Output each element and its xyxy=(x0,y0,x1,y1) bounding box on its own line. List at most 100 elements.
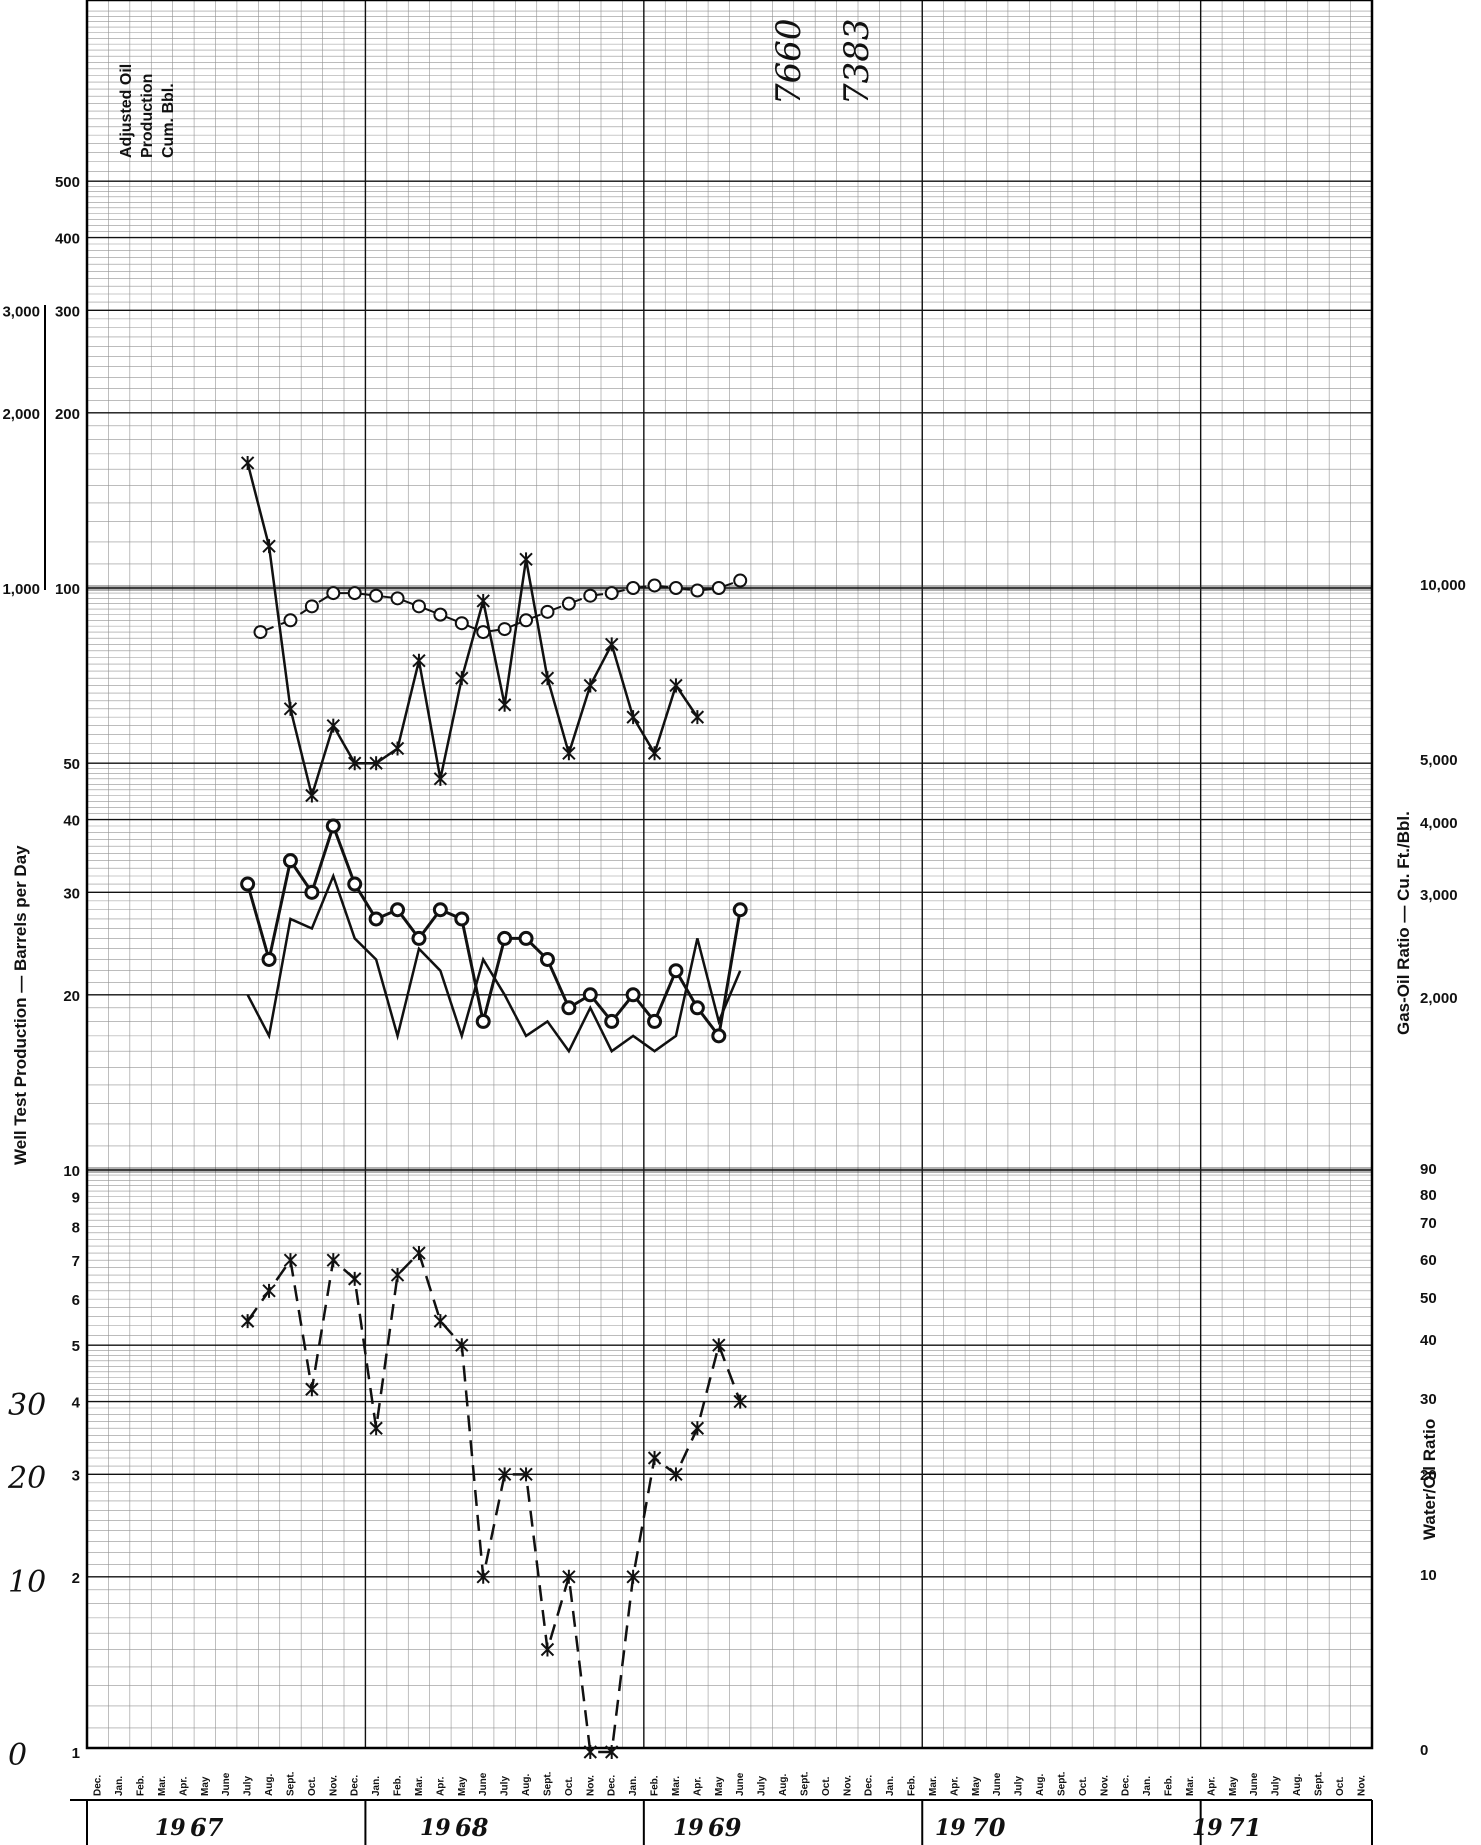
gas-tick-4: 2,000 xyxy=(1420,990,1458,1007)
series-0-point-7 xyxy=(411,599,426,614)
series-2-point-21 xyxy=(689,1000,705,1016)
series-0-point-0 xyxy=(253,625,268,640)
month-32: Aug. xyxy=(778,1774,789,1796)
series-4-point-23 xyxy=(733,1394,747,1409)
plot-border xyxy=(85,0,1374,1750)
month-51: Mar. xyxy=(1185,1776,1196,1796)
series-2-point-15 xyxy=(561,1000,577,1016)
series-2-point-2 xyxy=(282,853,298,869)
gas-tick-2: 4,000 xyxy=(1420,815,1458,832)
left-tick-6: 6 xyxy=(72,1292,80,1309)
year-prefix-2: 19 xyxy=(673,1815,704,1841)
grid-minor xyxy=(86,0,1373,1748)
series-2-point-17 xyxy=(604,1013,620,1029)
water-tick-90: 90 xyxy=(1420,1161,1437,1178)
series-2-point-0 xyxy=(240,876,256,892)
outer-tick-2: 1,000 xyxy=(2,581,40,598)
decade-band-1 xyxy=(87,1167,1372,1173)
month-21: Sept. xyxy=(542,1771,553,1796)
series-2-point-5 xyxy=(347,876,363,892)
series-0-point-19 xyxy=(668,581,683,595)
series-line-1 xyxy=(246,462,699,801)
series-4-point-22 xyxy=(712,1338,726,1353)
water-tick-30: 30 xyxy=(1420,1391,1437,1408)
series-1-point-3 xyxy=(305,788,319,803)
month-16: Apr. xyxy=(435,1776,446,1796)
series-4-point-15 xyxy=(562,1569,576,1584)
water-tick-80: 80 xyxy=(1420,1187,1437,1204)
series-0-point-22 xyxy=(733,573,748,588)
left-tick-30: 30 xyxy=(63,885,80,902)
water-tick-50: 50 xyxy=(1420,1290,1437,1307)
month-46: Oct. xyxy=(1078,1776,1089,1796)
month-10: Oct. xyxy=(307,1776,318,1796)
month-20: Aug. xyxy=(521,1774,532,1796)
month-35: Nov. xyxy=(842,1775,853,1796)
year-suffix-1: 68 xyxy=(455,1813,489,1842)
month-40: Apr. xyxy=(949,1776,960,1796)
left-tick-50: 50 xyxy=(63,756,80,773)
series-0-point-18 xyxy=(647,578,662,593)
month-47: Nov. xyxy=(1099,1775,1110,1796)
series-4-point-5 xyxy=(348,1271,362,1286)
water-tick-70: 70 xyxy=(1420,1215,1437,1232)
year-prefix-3: 19 xyxy=(935,1815,966,1841)
month-38: Feb. xyxy=(907,1775,918,1796)
handwritten-top-1: 7660 xyxy=(769,18,809,105)
series-0-point-20 xyxy=(690,583,705,598)
series-2-point-1 xyxy=(261,951,277,967)
series-4-point-2 xyxy=(283,1253,298,1268)
month-12: Dec. xyxy=(350,1775,361,1796)
adjusted-oil-label-3: Cum. Bbl. xyxy=(160,83,177,158)
month-15: Mar. xyxy=(414,1776,425,1796)
year-suffix-2: 69 xyxy=(708,1813,742,1842)
month-56: Aug. xyxy=(1292,1774,1303,1796)
month-17: May xyxy=(457,1776,468,1796)
series-2-point-13 xyxy=(518,930,534,946)
series-1-point-0 xyxy=(240,455,255,470)
handwritten-top-2: 7383 xyxy=(837,18,877,105)
month-55: July xyxy=(1271,1776,1282,1796)
month-41: May xyxy=(971,1776,982,1796)
series-4-point-9 xyxy=(433,1314,448,1329)
series-1-point-9 xyxy=(433,771,448,786)
series-1-point-5 xyxy=(348,756,362,771)
month-27: Mar. xyxy=(671,1776,682,1796)
adjusted-oil-label-1: Adjusted Oil xyxy=(118,64,135,158)
series-0-point-9 xyxy=(454,616,469,631)
month-43: July xyxy=(1014,1776,1025,1796)
month-57: Sept. xyxy=(1313,1771,1324,1796)
month-58: Oct. xyxy=(1335,1776,1346,1796)
series-4-point-19 xyxy=(647,1451,662,1465)
month-34: Oct. xyxy=(821,1776,832,1796)
month-59: Nov. xyxy=(1356,1775,1367,1796)
year-prefix-1: 19 xyxy=(420,1815,451,1841)
series-0-point-16 xyxy=(604,586,619,601)
series-2-point-12 xyxy=(497,930,513,946)
left-tick-400: 400 xyxy=(55,231,80,248)
month-30: June xyxy=(735,1772,746,1796)
series-0-point-4 xyxy=(347,586,362,601)
series-0-point-12 xyxy=(519,613,534,628)
series-0-point-14 xyxy=(561,596,576,611)
handwritten-left-10: 10 xyxy=(8,1565,46,1600)
minor-gridlines xyxy=(86,0,1373,1748)
gas-tick-0: 10,000 xyxy=(1420,577,1466,594)
month-28: Apr. xyxy=(692,1776,703,1796)
water-tick-20: 20 xyxy=(1420,1467,1437,1484)
series-1-point-20 xyxy=(669,678,683,693)
left-tick-10: 10 xyxy=(63,1163,80,1180)
month-9: Sept. xyxy=(285,1771,296,1796)
axis-tick-labels: 50040030020010050403020109876543213,0002… xyxy=(2,174,1465,1762)
x-axis: Dec. Jan. Feb. Mar. Apr. May June July Aug. Sept.… xyxy=(70,1771,1373,1845)
series-2-point-14 xyxy=(539,951,555,967)
month-53: May xyxy=(1228,1776,1239,1796)
series-line-3 xyxy=(246,872,742,1054)
series-4-point-0 xyxy=(240,1314,255,1329)
left-tick-8: 8 xyxy=(72,1219,80,1236)
series-1-point-15 xyxy=(562,746,576,761)
series-2-point-7 xyxy=(390,902,406,918)
series-0-point-1 xyxy=(283,613,298,628)
month-11: Nov. xyxy=(328,1775,339,1796)
